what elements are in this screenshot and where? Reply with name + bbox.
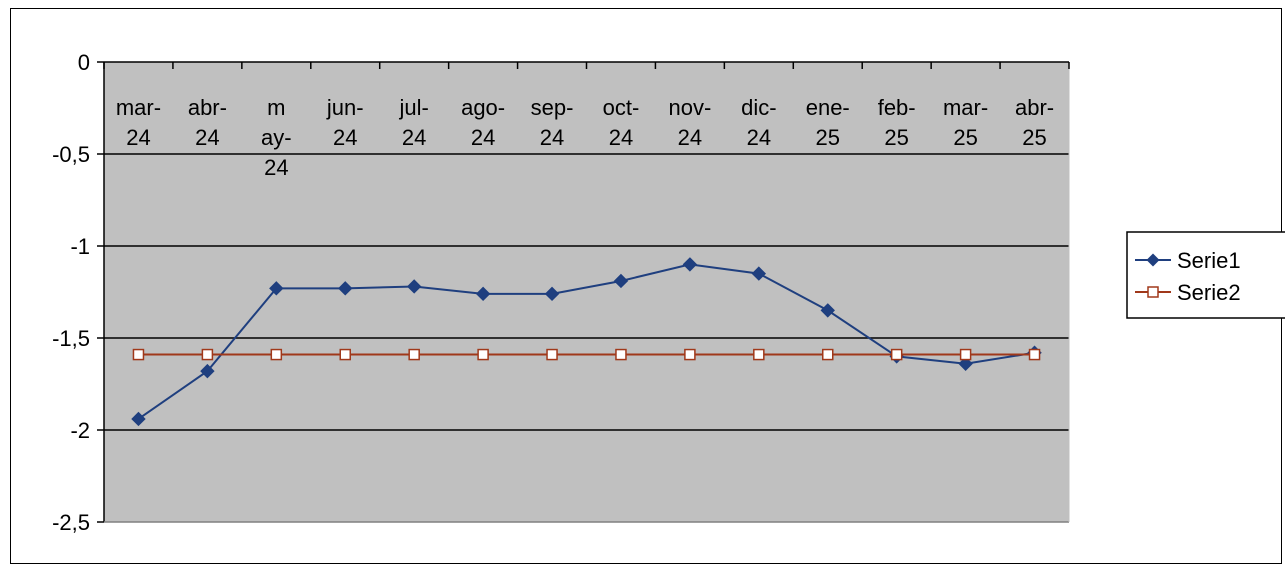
x-tick-label: sep- 24 — [531, 95, 574, 150]
data-point — [338, 281, 353, 296]
y-tick-label: -0,5 — [52, 142, 90, 167]
data-point — [682, 257, 698, 272]
x-tick-label: ene- 25 — [806, 95, 850, 150]
axes — [97, 61, 1070, 523]
x-tick-label: mar- 25 — [943, 95, 988, 150]
y-tick-label: 0 — [78, 50, 90, 75]
y-tick-label: -2,5 — [52, 510, 90, 535]
x-tick-label-line: 24 — [678, 125, 702, 150]
data-point — [753, 348, 765, 361]
data-point — [201, 348, 214, 361]
x-tick-label-line: 24 — [747, 125, 771, 150]
data-point — [684, 348, 696, 361]
x-tick-label-line: sep- — [531, 95, 574, 120]
data-point — [613, 273, 629, 289]
data-point — [890, 348, 903, 361]
x-tick-label: dic- 24 — [741, 95, 776, 150]
x-tick-label-line: 24 — [402, 125, 426, 150]
x-tick-label-line: 24 — [195, 125, 219, 150]
data-point — [1028, 348, 1041, 361]
y-tick-labels: 0 -0,5 -1 -1,5 -2 -2,5 — [52, 50, 90, 535]
x-tick-label-line: 25 — [1022, 125, 1046, 150]
x-tick-label-line: 25 — [884, 125, 908, 150]
legend-label: Serie2 — [1177, 280, 1241, 305]
series-serie1 — [131, 257, 1042, 427]
x-tick-label-line: feb- — [878, 95, 916, 120]
x-tick-label: ago- 24 — [461, 95, 505, 150]
x-tick-label-line: 24 — [609, 125, 633, 150]
x-tick-label-line: mar- — [116, 95, 161, 120]
x-tick-label: mar- 24 — [116, 95, 161, 150]
x-tick-label-line: nov- — [668, 95, 711, 120]
x-tick-label-line: mar- — [943, 95, 988, 120]
data-point — [406, 279, 422, 294]
legend-box — [1126, 231, 1285, 319]
x-tick-label: feb- 25 — [878, 95, 916, 150]
x-tick-label-line: 25 — [953, 125, 977, 150]
y-tick-label: -2 — [70, 418, 90, 443]
x-tick-label: jul- 24 — [399, 95, 429, 150]
series — [131, 257, 1042, 427]
x-tick-label-line: abr- — [188, 95, 227, 120]
x-tick-label-line: jul- — [399, 95, 429, 120]
x-tick-label-line: dic- — [741, 95, 776, 120]
x-tick-label-line: ay- — [261, 125, 292, 150]
legend-marker — [1147, 286, 1159, 298]
data-point — [822, 348, 834, 361]
data-point — [408, 348, 420, 361]
x-tick-label-line: abr- — [1015, 95, 1054, 120]
data-point — [200, 363, 215, 379]
x-tick-label-line: 24 — [126, 125, 150, 150]
x-tick-label-line: 24 — [540, 125, 564, 150]
data-point — [477, 348, 489, 361]
data-point — [615, 348, 627, 361]
y-tick-label: -1 — [70, 234, 90, 259]
x-tick-label-line: jun- — [326, 95, 364, 120]
data-point — [958, 356, 973, 371]
x-tick-label: oct- 24 — [603, 95, 640, 150]
x-tick-label-line: ene- — [806, 95, 850, 120]
data-point — [546, 348, 558, 361]
x-tick-label-line: oct- — [603, 95, 640, 120]
data-point — [339, 348, 351, 361]
data-point — [820, 303, 835, 318]
x-tick-label: nov- 24 — [668, 95, 711, 150]
x-tick-label-line: 25 — [816, 125, 840, 150]
legend-label: Serie1 — [1177, 248, 1241, 273]
data-point — [131, 411, 146, 427]
x-tick-label-line: 24 — [264, 155, 288, 180]
data-point — [132, 348, 145, 361]
data-point — [475, 286, 491, 302]
plot-area — [104, 62, 1069, 522]
series-serie2 — [132, 348, 1041, 361]
data-point — [959, 348, 972, 361]
data-point — [270, 348, 283, 361]
x-tick-label-line: ago- — [461, 95, 505, 120]
x-tick-label: m ay- 24 — [261, 95, 292, 180]
legend-marker — [1146, 253, 1160, 267]
x-tick-label: jun- 24 — [326, 95, 364, 150]
x-tick-label: abr- 25 — [1015, 95, 1054, 150]
data-point — [544, 286, 560, 302]
legend-item-serie1: Serie1 — [1135, 248, 1241, 273]
x-tick-label-line: m — [267, 95, 285, 120]
data-point — [269, 281, 284, 296]
x-tick-label: abr- 24 — [188, 95, 227, 150]
x-tick-label-line: 24 — [471, 125, 495, 150]
y-tick-label: -1,5 — [52, 326, 90, 351]
series-line — [137, 263, 1035, 420]
data-point — [751, 266, 767, 281]
legend-item-serie2: Serie2 — [1135, 280, 1241, 305]
legend: Serie1 Serie2 — [1126, 231, 1285, 319]
x-tick-label-line: 24 — [333, 125, 357, 150]
